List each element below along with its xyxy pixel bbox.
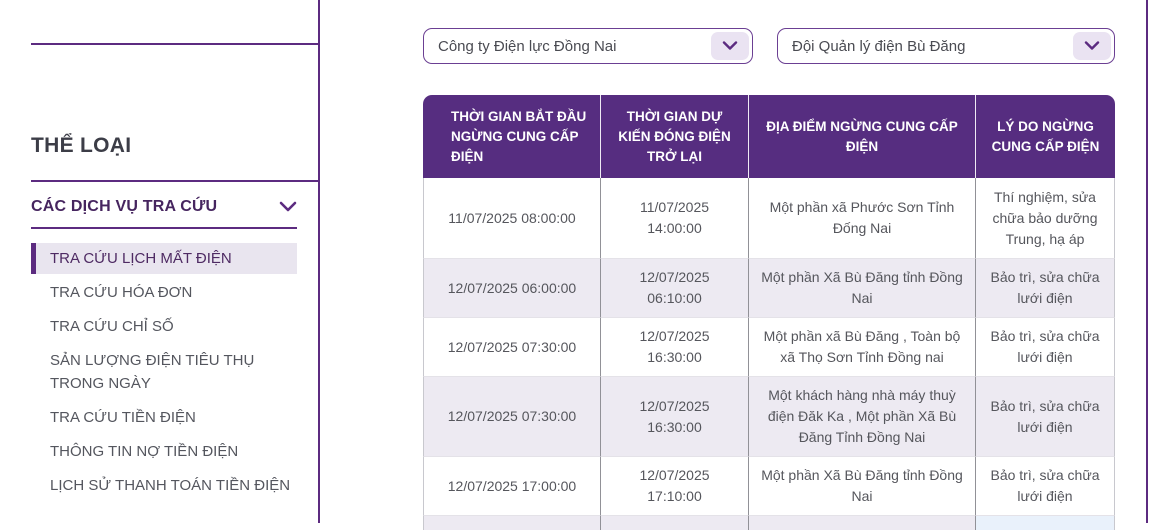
cell-end: 11/07/2025 14:00:00 <box>600 178 748 258</box>
cell-location: Một phần xã Phước Sơn Tỉnh Đống Nai <box>748 178 975 258</box>
cell-reason: Bảo trì, sửa chữa lưới điện <box>975 456 1115 515</box>
cell-start: 12/07/2025 07:30:00 <box>423 376 600 456</box>
cell-end: 12/07/2025 16:30:00 <box>600 376 748 456</box>
cell-location: Một khách hàng nhà máy thuỳ điện Đăk Ka … <box>748 376 975 456</box>
chevron-down-icon <box>1073 32 1111 60</box>
sidebar-divider <box>31 227 297 229</box>
content-right-border <box>1146 0 1148 523</box>
cell-end: 12/07/2025 17:10:00 <box>600 456 748 515</box>
sidebar-item[interactable]: TRA CỨU HÓA ĐƠN <box>50 284 193 301</box>
cell-location: Một phần xã Bù Đăng , Toàn bộ xã Thọ Sơn… <box>748 317 975 376</box>
table-row: 12/07/2025 17:00:00 12/07/2025 17:10:00 Mộ… <box>423 456 1115 515</box>
column-header: THỜI GIAN BẮT ĐẦU NGỪNG CUNG CẤP ĐIỆN <box>423 95 600 178</box>
chevron-down-icon <box>711 32 749 60</box>
table-row: 11/07/2025 08:00:00 11/07/2025 14:00:00 Mộ… <box>423 178 1115 258</box>
main-content: Công ty Điện lực Đồng Nai Đội Quản lý đi… <box>423 28 1115 530</box>
cell-end: 12/07/2025 06:10:00 <box>600 258 748 317</box>
cell-location: Một phần Xã Bù Đăng tỉnh Đồng Nai <box>748 456 975 515</box>
cell-reason: Thí nghiệm, sửa chữa bảo dưỡng Trung, hạ… <box>975 178 1115 258</box>
cell-end: 12/07/2025 16:30:00 <box>600 317 748 376</box>
table-row: 12/07/2025 07:30:00 12/07/2025 16:30:00 Mộ… <box>423 376 1115 456</box>
sidebar-menu: TRA CỨU LỊCH MẤT ĐIỆN TRA CỨU HÓA ĐƠN TRA … <box>31 243 297 504</box>
cell-start: 12/07/2025 17:00:00 <box>423 456 600 515</box>
sidebar: THỂ LOẠI CÁC DỊCH VỤ TRA CỨU TRA CỨU LỊC… <box>0 0 319 523</box>
table-row: 12/07/2025 06:00:00 12/07/2025 06:10:00 Mộ… <box>423 258 1115 317</box>
filter-bar: Công ty Điện lực Đồng Nai Đội Quản lý đi… <box>423 28 1115 64</box>
column-header: THỜI GIAN DỰ KIẾN ĐÓNG ĐIỆN TRỞ LẠI <box>600 95 748 178</box>
table-header-row: THỜI GIAN BẮT ĐẦU NGỪNG CUNG CẤP ĐIỆN THỜ… <box>423 95 1115 178</box>
sidebar-item[interactable]: THÔNG TIN NỢ TIỀN ĐIỆN <box>50 443 239 460</box>
sidebar-item[interactable]: TRA CỨU TIỀN ĐIỆN <box>50 409 196 426</box>
chevron-down-icon <box>279 201 297 213</box>
cell-reason: Bảo trì, sửa chữa lưới điện <box>975 376 1115 456</box>
cell-start: 12/07/2025 07:30:00 <box>423 317 600 376</box>
sidebar-right-border <box>318 0 320 523</box>
cell-reason: Bảo trì, sửa chữa lưới điện <box>975 317 1115 376</box>
team-select-value: Đội Quản lý điện Bù Đăng <box>792 37 966 55</box>
sidebar-title: THỂ LOẠI <box>31 134 132 157</box>
sidebar-section-toggle[interactable]: CÁC DỊCH VỤ TRA CỨU <box>31 194 297 220</box>
cell-reason: Bảo trì, sửa chữa lưới điện <box>975 258 1115 317</box>
sidebar-divider <box>31 180 319 182</box>
sidebar-top-divider <box>31 43 319 45</box>
column-header: ĐỊA ĐIỂM NGỪNG CUNG CẤP ĐIỆN <box>748 95 975 178</box>
company-select[interactable]: Công ty Điện lực Đồng Nai <box>423 28 753 64</box>
sidebar-item[interactable]: LỊCH SỬ THANH TOÁN TIỀN ĐIỆN <box>50 477 291 494</box>
cell-start: 11/07/2025 08:00:00 <box>423 178 600 258</box>
outage-table-wrap: THỜI GIAN BẮT ĐẦU NGỪNG CUNG CẤP ĐIỆN THỜ… <box>423 95 1115 530</box>
table-row: 12/07/2025 07:30:00 12/07/2025 16:30:00 Mộ… <box>423 317 1115 376</box>
cell-start: 12/07/2025 06:00:00 <box>423 258 600 317</box>
sidebar-item[interactable]: SẢN LƯỢNG ĐIỆN TIÊU THỤ TRONG NGÀY <box>50 352 255 392</box>
team-select[interactable]: Đội Quản lý điện Bù Đăng <box>777 28 1115 64</box>
sidebar-item[interactable]: TRA CỨU LỊCH MẤT ĐIỆN <box>31 243 297 274</box>
sidebar-item[interactable]: TRA CỨU CHỈ SỐ <box>50 318 174 335</box>
outage-table: THỜI GIAN BẮT ĐẦU NGỪNG CUNG CẤP ĐIỆN THỜ… <box>423 95 1115 530</box>
table-body: 11/07/2025 08:00:00 11/07/2025 14:00:00 Mộ… <box>423 178 1115 530</box>
cell-location: Một phần Xã Bù Đăng tỉnh Đồng Nai <box>748 258 975 317</box>
column-header: LÝ DO NGỪNG CUNG CẤP ĐIỆN <box>975 95 1115 178</box>
company-select-value: Công ty Điện lực Đồng Nai <box>438 37 617 55</box>
sidebar-section-label: CÁC DỊCH VỤ TRA CỨU <box>31 198 218 215</box>
